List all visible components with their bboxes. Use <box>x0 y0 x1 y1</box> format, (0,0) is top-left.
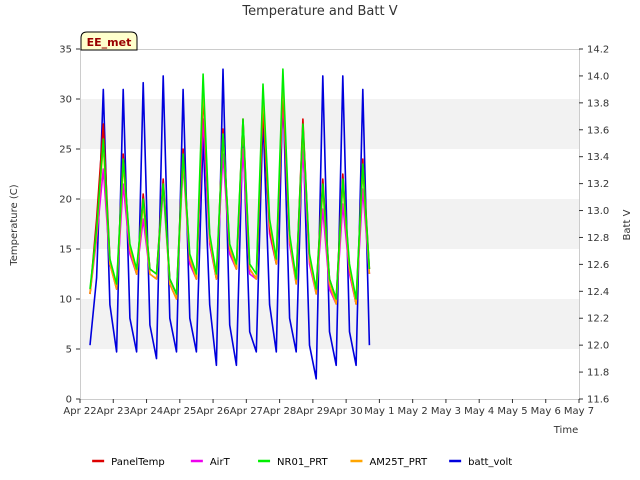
x-tick-label: May 7 <box>564 406 594 417</box>
y2-tick-label: 12.0 <box>587 341 609 352</box>
legend-label: AM25T_PRT <box>369 457 428 468</box>
legend: PanelTemp AirT NR01_PRT AM25T_PRT batt_volt <box>92 457 512 468</box>
y2-tick-label: 12.4 <box>587 287 609 298</box>
legend-label: NR01_PRT <box>277 457 328 468</box>
y-tick-label: 0 <box>66 395 72 406</box>
plot-area-frame <box>80 49 580 400</box>
x-tick-label: Apr 29 <box>296 406 329 417</box>
series-line-nr01-prt <box>89 68 371 300</box>
x-axis-title: Time <box>553 425 578 436</box>
y2-tick-label: 13.0 <box>587 206 609 217</box>
site-label-box: EE_met <box>80 31 138 51</box>
x-tick-label: May 5 <box>497 406 527 417</box>
y-axis-left: 0 5 10 15 20 25 30 35 <box>59 45 80 406</box>
y-axis-title: Temperature (C) <box>9 184 20 266</box>
grid-band <box>80 199 579 249</box>
x-tick-label: Apr 24 <box>130 406 163 417</box>
x-tick-label: Apr 30 <box>330 406 363 417</box>
y2-tick-label: 11.8 <box>587 368 609 379</box>
y2-tick-label: 14.0 <box>587 71 609 82</box>
y-axis-right: 11.6 11.8 12.0 12.2 12.4 12.6 12.8 13.0 13.2 13.4… <box>579 45 609 406</box>
y-tick-label: 5 <box>66 345 72 356</box>
y2-tick-label: 14.2 <box>587 45 609 56</box>
y-tick-label: 10 <box>59 295 72 306</box>
x-tick-label: Apr 23 <box>97 406 130 417</box>
legend-label: AirT <box>210 457 231 468</box>
grid-band <box>80 99 579 149</box>
x-tick-label: May 2 <box>398 406 428 417</box>
x-tick-label: Apr 28 <box>263 406 296 417</box>
y2-axis-title: Batt V <box>622 209 633 240</box>
y2-tick-label: 13.6 <box>587 125 609 136</box>
x-axis: Apr 22 Apr 23 Apr 24 Apr 25 Apr 26 Apr 27 Apr … <box>63 399 594 417</box>
y-tick-label: 35 <box>59 45 72 56</box>
series-lines <box>89 68 371 380</box>
y2-tick-label: 13.2 <box>587 179 609 190</box>
y-tick-label: 30 <box>59 95 72 106</box>
y2-tick-label: 12.2 <box>587 314 609 325</box>
x-tick-label: Apr 27 <box>230 406 263 417</box>
y-tick-label: 15 <box>59 245 72 256</box>
y2-tick-label: 12.6 <box>587 260 609 271</box>
chart-title: Temperature and Batt V <box>241 4 397 19</box>
y2-tick-label: 13.8 <box>587 98 609 109</box>
x-tick-label: Apr 25 <box>163 406 196 417</box>
y-tick-label: 25 <box>59 145 72 156</box>
x-tick-label: May 4 <box>464 406 494 417</box>
y2-tick-label: 11.6 <box>587 395 609 406</box>
x-tick-label: Apr 26 <box>196 406 229 417</box>
x-tick-label: May 1 <box>364 406 394 417</box>
x-tick-label: May 3 <box>431 406 461 417</box>
site-label: EE_met <box>87 36 132 49</box>
y-tick-label: 20 <box>59 195 72 206</box>
x-tick-label: May 6 <box>531 406 561 417</box>
legend-label: batt_volt <box>468 457 512 468</box>
y2-tick-label: 13.4 <box>587 152 609 163</box>
series-line-batt-volt <box>89 68 371 380</box>
legend-label: PanelTemp <box>111 457 165 468</box>
y2-tick-label: 12.8 <box>587 233 609 244</box>
x-tick-label: Apr 22 <box>63 406 96 417</box>
